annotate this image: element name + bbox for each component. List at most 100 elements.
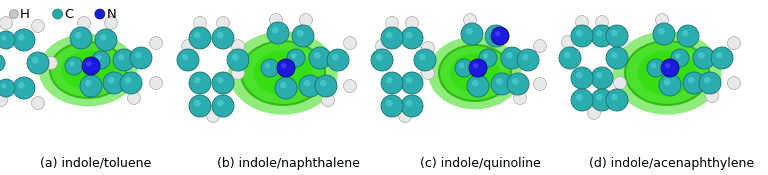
Circle shape bbox=[181, 40, 194, 52]
Circle shape bbox=[571, 89, 593, 111]
Circle shape bbox=[381, 72, 403, 94]
Circle shape bbox=[658, 28, 664, 34]
Circle shape bbox=[406, 100, 412, 107]
Circle shape bbox=[576, 30, 583, 37]
Ellipse shape bbox=[450, 53, 500, 93]
Circle shape bbox=[31, 19, 45, 33]
Circle shape bbox=[698, 52, 704, 59]
Circle shape bbox=[534, 78, 547, 90]
Circle shape bbox=[270, 13, 283, 26]
Circle shape bbox=[506, 52, 512, 59]
Circle shape bbox=[591, 25, 613, 47]
Circle shape bbox=[611, 30, 617, 37]
Circle shape bbox=[564, 52, 571, 59]
Circle shape bbox=[467, 75, 489, 97]
Circle shape bbox=[0, 79, 15, 97]
Circle shape bbox=[217, 32, 223, 38]
Circle shape bbox=[53, 9, 62, 19]
Circle shape bbox=[561, 36, 574, 48]
Circle shape bbox=[78, 16, 91, 30]
Circle shape bbox=[212, 95, 234, 117]
Circle shape bbox=[491, 27, 509, 45]
Circle shape bbox=[479, 49, 497, 67]
Circle shape bbox=[386, 32, 392, 38]
Circle shape bbox=[135, 52, 141, 59]
Circle shape bbox=[661, 59, 679, 77]
Circle shape bbox=[0, 16, 12, 30]
Circle shape bbox=[9, 10, 18, 18]
Ellipse shape bbox=[241, 41, 325, 105]
Circle shape bbox=[75, 32, 81, 38]
Text: (b) indole/naphthalene: (b) indole/naphthalene bbox=[217, 156, 359, 170]
Circle shape bbox=[727, 76, 740, 89]
Circle shape bbox=[343, 37, 356, 50]
Circle shape bbox=[706, 89, 719, 103]
Circle shape bbox=[517, 49, 539, 71]
Circle shape bbox=[281, 63, 286, 68]
Circle shape bbox=[716, 52, 723, 59]
Text: (c) indole/quinoline: (c) indole/quinoline bbox=[419, 156, 541, 170]
Circle shape bbox=[261, 59, 279, 77]
Circle shape bbox=[82, 57, 100, 75]
Circle shape bbox=[86, 61, 91, 66]
Circle shape bbox=[0, 31, 15, 49]
Circle shape bbox=[265, 63, 270, 68]
Circle shape bbox=[92, 51, 110, 69]
Circle shape bbox=[534, 40, 547, 52]
Circle shape bbox=[507, 73, 529, 95]
Circle shape bbox=[651, 63, 657, 68]
Ellipse shape bbox=[61, 50, 114, 90]
Circle shape bbox=[371, 49, 393, 71]
Circle shape bbox=[65, 57, 83, 75]
Circle shape bbox=[522, 54, 528, 61]
Circle shape bbox=[386, 100, 392, 107]
Circle shape bbox=[314, 52, 320, 59]
Circle shape bbox=[31, 96, 45, 110]
Circle shape bbox=[386, 16, 399, 30]
Circle shape bbox=[406, 32, 412, 38]
Circle shape bbox=[490, 30, 497, 37]
Circle shape bbox=[80, 75, 102, 97]
Circle shape bbox=[280, 82, 286, 89]
Circle shape bbox=[571, 25, 593, 47]
Circle shape bbox=[130, 47, 152, 69]
Circle shape bbox=[96, 55, 101, 60]
Circle shape bbox=[376, 40, 389, 52]
Circle shape bbox=[45, 57, 58, 69]
Circle shape bbox=[125, 77, 131, 83]
Circle shape bbox=[13, 77, 35, 99]
Ellipse shape bbox=[637, 51, 697, 95]
Circle shape bbox=[483, 53, 488, 58]
Circle shape bbox=[606, 25, 628, 47]
Circle shape bbox=[559, 47, 581, 69]
Circle shape bbox=[461, 23, 483, 45]
Circle shape bbox=[614, 76, 627, 89]
Circle shape bbox=[267, 22, 289, 44]
Text: N: N bbox=[107, 8, 117, 20]
Ellipse shape bbox=[439, 45, 511, 101]
Circle shape bbox=[150, 76, 163, 89]
Circle shape bbox=[401, 95, 423, 117]
Circle shape bbox=[32, 57, 38, 64]
Circle shape bbox=[343, 79, 356, 93]
Circle shape bbox=[664, 79, 670, 86]
Circle shape bbox=[194, 16, 207, 30]
Circle shape bbox=[406, 77, 412, 83]
Circle shape bbox=[207, 110, 220, 122]
Circle shape bbox=[309, 47, 331, 69]
Circle shape bbox=[576, 94, 583, 101]
Circle shape bbox=[232, 54, 239, 61]
Circle shape bbox=[682, 30, 689, 37]
Circle shape bbox=[103, 72, 125, 94]
Circle shape bbox=[320, 80, 326, 87]
Circle shape bbox=[401, 72, 423, 94]
Circle shape bbox=[100, 34, 107, 41]
Circle shape bbox=[18, 34, 25, 41]
Circle shape bbox=[677, 25, 699, 47]
Circle shape bbox=[275, 77, 297, 99]
Circle shape bbox=[381, 95, 403, 117]
Circle shape bbox=[422, 41, 435, 54]
Text: C: C bbox=[65, 8, 74, 20]
Circle shape bbox=[376, 54, 382, 61]
Circle shape bbox=[120, 72, 142, 94]
